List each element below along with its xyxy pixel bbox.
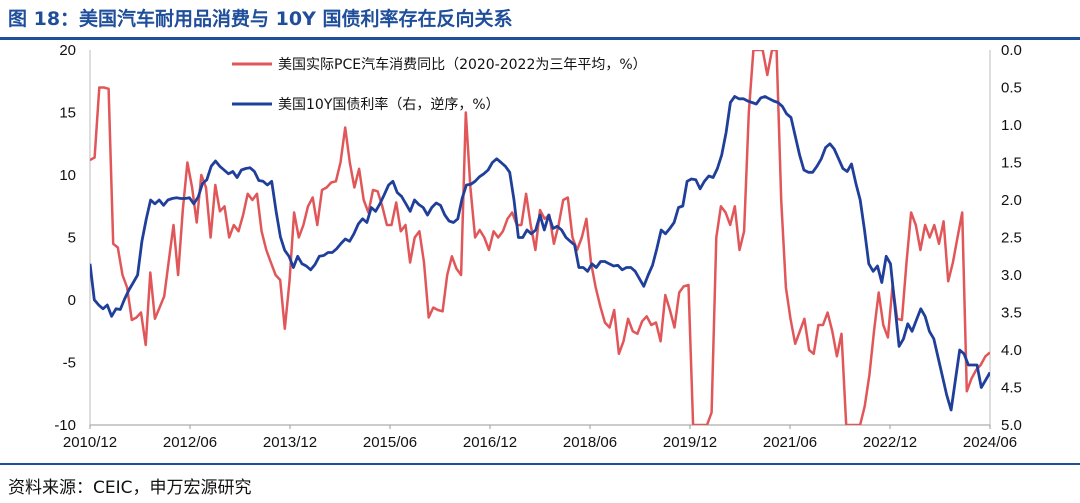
left-tick-label: -10 [54, 417, 76, 434]
x-axis-ticks: 2010/12 2012/06 2013/12 2015/06 2016/12 2018/… [63, 425, 1017, 451]
chart-svg: -10 -5 0 5 10 15 20 0.0 0.5 1.0 1.5 2.0 2.5 3.0 3.5 4.… [54, 42, 1022, 451]
left-axis-ticks: -10 -5 0 5 10 15 20 [54, 42, 76, 434]
right-tick-label: 5.0 [1001, 417, 1022, 434]
x-tick-label: 2016/12 [463, 434, 517, 451]
left-tick-label: 5 [68, 230, 76, 247]
x-tick-label: 2013/12 [263, 434, 317, 451]
left-tick-label: 20 [59, 42, 76, 59]
right-axis-ticks: 0.0 0.5 1.0 1.5 2.0 2.5 3.0 3.5 4.0 4.5 5.0 [1001, 42, 1022, 434]
x-tick-label: 2015/06 [363, 434, 417, 451]
source-divider [0, 463, 1080, 465]
legend: 美国实际PCE汽车消费同比（2020-2022为三年平均，%） 美国10Y国债利率… [232, 56, 647, 113]
left-tick-label: 15 [59, 105, 76, 122]
left-tick-label: 0 [68, 292, 76, 309]
x-tick-label: 2012/06 [163, 434, 217, 451]
right-tick-label: 4.5 [1001, 380, 1022, 397]
right-tick-label: 2.0 [1001, 192, 1022, 209]
right-tick-label: 4.0 [1001, 342, 1022, 359]
right-tick-label: 1.5 [1001, 155, 1022, 172]
x-tick-label: 2010/12 [63, 434, 117, 451]
series-line-pce-auto [90, 50, 990, 425]
plot-frame [89, 50, 991, 426]
right-tick-label: 1.0 [1001, 117, 1022, 134]
chart-title: 图 18：美国汽车耐用品消费与 10Y 国债利率存在反向关系 [8, 8, 513, 30]
series-line-10y-yield [90, 95, 990, 412]
right-tick-label: 3.0 [1001, 267, 1022, 284]
x-tick-label: 2021/06 [763, 434, 817, 451]
legend-label: 美国实际PCE汽车消费同比（2020-2022为三年平均，%） [278, 56, 647, 73]
left-tick-label: 10 [59, 167, 76, 184]
series-group [90, 50, 990, 425]
right-tick-label: 0.5 [1001, 80, 1022, 97]
x-tick-label: 2019/12 [663, 434, 717, 451]
right-tick-label: 2.5 [1001, 230, 1022, 247]
right-tick-label: 3.5 [1001, 305, 1022, 322]
legend-label: 美国10Y国债利率（右，逆序，%） [278, 96, 500, 113]
right-tick-label: 0.0 [1001, 42, 1022, 59]
source-note: 资料来源：CEIC，申万宏源研究 [8, 478, 252, 498]
x-tick-label: 2022/12 [863, 434, 917, 451]
left-tick-label: -5 [63, 355, 76, 372]
x-tick-label: 2024/06 [963, 434, 1017, 451]
x-tick-label: 2018/06 [563, 434, 617, 451]
title-underline [0, 37, 1080, 40]
